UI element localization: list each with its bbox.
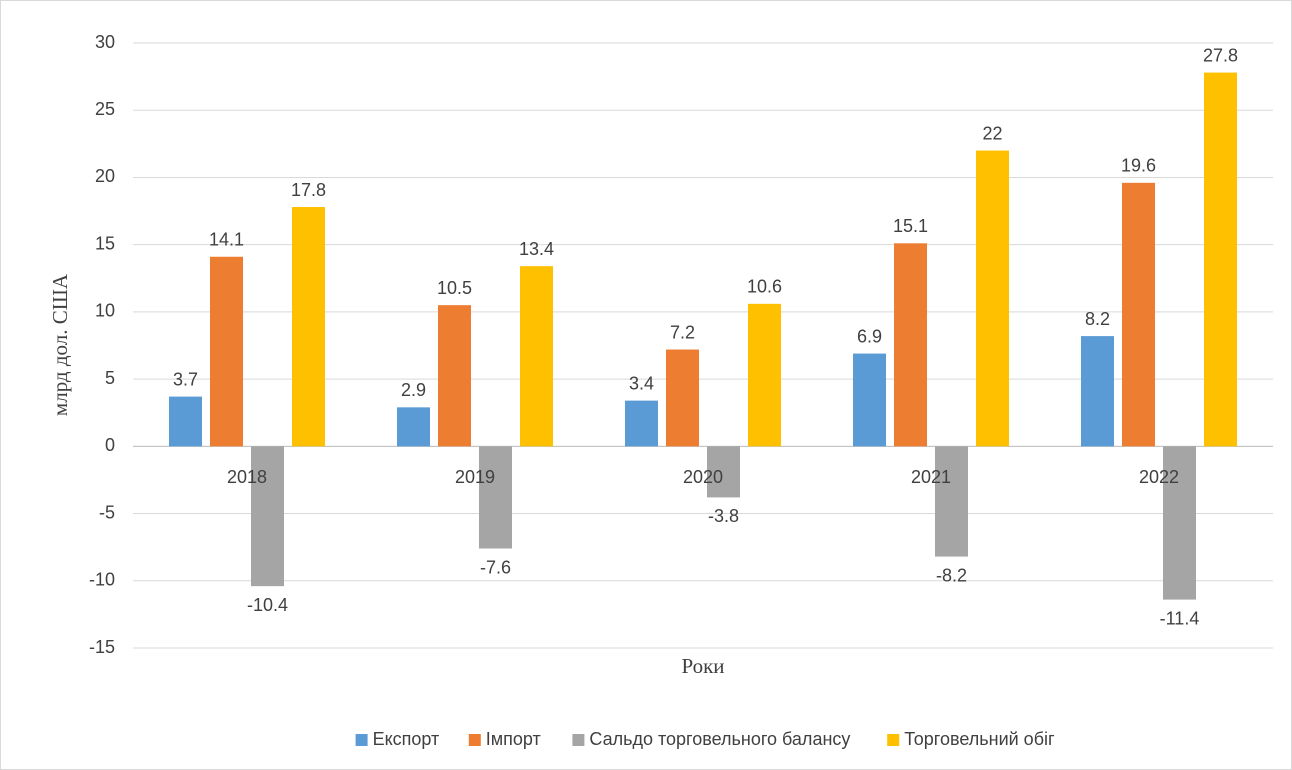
- bar: [935, 446, 968, 557]
- bar: [976, 150, 1009, 447]
- bar: [894, 243, 927, 447]
- bar: [292, 207, 325, 447]
- bar: [853, 353, 886, 447]
- y-tick-label: 10: [95, 301, 115, 321]
- data-label: 22: [982, 123, 1002, 143]
- data-label: 14.1: [209, 230, 244, 250]
- data-label: 3.7: [173, 369, 198, 389]
- bar: [397, 407, 430, 447]
- y-axis-title: млрд дол. США: [48, 273, 72, 416]
- y-tick-label: 30: [95, 32, 115, 52]
- legend-label: Імпорт: [486, 729, 541, 749]
- bar: [479, 446, 512, 549]
- y-tick-label: 0: [105, 435, 115, 455]
- data-label: 15.1: [893, 216, 928, 236]
- bar: [707, 446, 740, 498]
- data-label: 3.4: [629, 373, 654, 393]
- y-tick-label: 20: [95, 166, 115, 186]
- x-axis-title: Роки: [681, 654, 724, 678]
- data-label: -3.8: [708, 506, 739, 526]
- bar: [438, 305, 471, 447]
- bar: [666, 349, 699, 447]
- y-tick-label: -15: [89, 637, 115, 657]
- bar: [625, 400, 658, 447]
- y-tick-label: -5: [99, 502, 115, 522]
- data-label: -7.6: [480, 557, 511, 577]
- bar: [520, 266, 553, 447]
- legend-label: Експорт: [373, 729, 440, 749]
- legend-swatch: [572, 734, 585, 746]
- x-tick-label: 2018: [227, 467, 267, 487]
- x-tick-label: 2022: [1139, 467, 1179, 487]
- data-label: 17.8: [291, 180, 326, 200]
- y-tick-label: 5: [105, 368, 115, 388]
- legend-swatch: [468, 734, 481, 746]
- y-tick-label: 25: [95, 99, 115, 119]
- legend-label: Торговельний обіг: [904, 729, 1055, 749]
- bar: [210, 256, 243, 447]
- x-tick-label: 2019: [455, 467, 495, 487]
- data-label: 7.2: [670, 322, 695, 342]
- data-label: -10.4: [247, 595, 288, 615]
- data-label: 13.4: [519, 239, 554, 259]
- bar: [169, 396, 202, 447]
- bar: [1163, 446, 1196, 600]
- bar: [748, 303, 781, 447]
- bar: [1081, 336, 1114, 447]
- data-label: -11.4: [1160, 608, 1200, 628]
- bar: [1122, 182, 1155, 447]
- data-label: 10.6: [747, 277, 782, 297]
- bar: [1204, 72, 1237, 447]
- y-tick-label: -10: [89, 570, 115, 590]
- data-label: 27.8: [1203, 45, 1238, 65]
- legend-label: Сальдо торговельного балансу: [589, 729, 850, 749]
- data-label: 8.2: [1085, 309, 1110, 329]
- x-tick-label: 2020: [683, 467, 723, 487]
- data-label: 10.5: [437, 278, 472, 298]
- data-label: -8.2: [936, 565, 967, 585]
- bar: [251, 446, 284, 587]
- data-label: 19.6: [1121, 156, 1156, 176]
- legend-swatch: [887, 734, 900, 746]
- x-tick-label: 2021: [911, 467, 951, 487]
- legend-swatch: [355, 734, 368, 746]
- data-label: 2.9: [401, 380, 426, 400]
- y-tick-label: 15: [95, 233, 115, 253]
- data-label: 6.9: [857, 326, 882, 346]
